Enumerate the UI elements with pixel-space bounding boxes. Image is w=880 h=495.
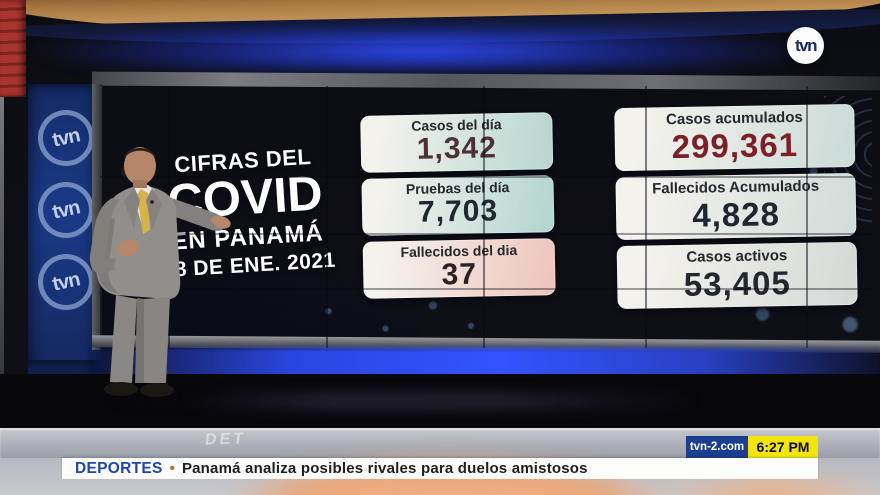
- left-edge-highlight: [0, 97, 4, 427]
- stat-label: Fallecidos Acumulados: [651, 177, 820, 198]
- anchor-shoe: [140, 383, 174, 397]
- wall-panel-seam: [806, 86, 808, 348]
- website-badge: tvn-2.com: [686, 436, 748, 458]
- floor-blue-light-strip: [95, 348, 880, 378]
- wall-panel-seam: [645, 86, 647, 348]
- wall-panel-seam: [100, 233, 872, 235]
- anchor-lapel: [146, 188, 162, 230]
- stat-value: 4,828: [691, 195, 781, 235]
- video-wall-left-frame: [92, 84, 102, 350]
- stat-value: 299,361: [671, 126, 799, 166]
- wall-panel-seam: [100, 288, 872, 290]
- stat-pruebas-del-dia: Pruebas del día 7,703: [361, 175, 555, 236]
- ticker-bullet: •: [169, 460, 175, 477]
- stat-fallecidos-acumulados: Fallecidos Acumulados 4,828: [615, 172, 857, 241]
- clock-text: 6:27 PM: [756, 439, 810, 455]
- wall-panel-seam: [483, 86, 485, 348]
- anchor-lapel: [124, 187, 140, 228]
- stat-value: 37: [441, 257, 478, 292]
- anchor-neck: [133, 180, 147, 188]
- accumulated-stats-column: Casos acumulados 299,361 Fallecidos Acum…: [614, 103, 858, 315]
- stat-value: 53,405: [683, 264, 792, 304]
- ticker-headline: Panamá analiza posibles rivales para due…: [181, 460, 588, 477]
- website-text: tvn-2.com: [689, 441, 745, 453]
- news-ticker: DEPORTES • Panamá analiza posibles rival…: [62, 458, 818, 479]
- anchor-trouser-leg: [110, 295, 137, 383]
- red-light-column: [0, 0, 26, 97]
- news-anchor: [89, 147, 231, 397]
- stat-value: 7,703: [417, 194, 499, 229]
- tvn-channel-logo-text: tvn: [795, 35, 818, 55]
- wall-panel-seam: [100, 176, 872, 178]
- stat-label: Casos acumulados: [665, 108, 803, 129]
- stat-casos-activos: Casos activos 53,405: [616, 241, 858, 310]
- tvn-logo-pillar: tvn tvn tvn: [28, 84, 102, 374]
- anchor-trouser-shading: [135, 298, 144, 383]
- daily-stats-column: Casos del día 1,342 Pruebas del día 7,70…: [360, 112, 556, 305]
- anchor-shoe: [104, 382, 138, 396]
- stat-value: 1,342: [416, 131, 498, 166]
- anchor-suit-jacket: [96, 185, 181, 299]
- lapel-microphone: [150, 200, 154, 204]
- anchor-hair: [124, 148, 156, 162]
- anchor-bent-arm: [89, 198, 120, 275]
- stat-casos-acumulados: Casos acumulados 299,361: [614, 103, 856, 172]
- anchor-hand-chest: [117, 239, 139, 257]
- clock-badge: 6:27 PM: [748, 436, 818, 458]
- anchor-head: [124, 147, 156, 185]
- ceiling-blue-glow: [0, 26, 880, 72]
- stat-casos-del-dia: Casos del día 1,342: [360, 112, 554, 173]
- anchor-trouser-leg: [144, 297, 170, 383]
- anchor-sideburn: [121, 164, 126, 178]
- tvn-channel-logo: tvn: [787, 27, 824, 64]
- anchor-hand: [211, 215, 231, 229]
- ticker-category: DEPORTES: [75, 459, 163, 477]
- wall-panel-seam: [326, 86, 328, 348]
- stat-label: Casos activos: [686, 247, 788, 266]
